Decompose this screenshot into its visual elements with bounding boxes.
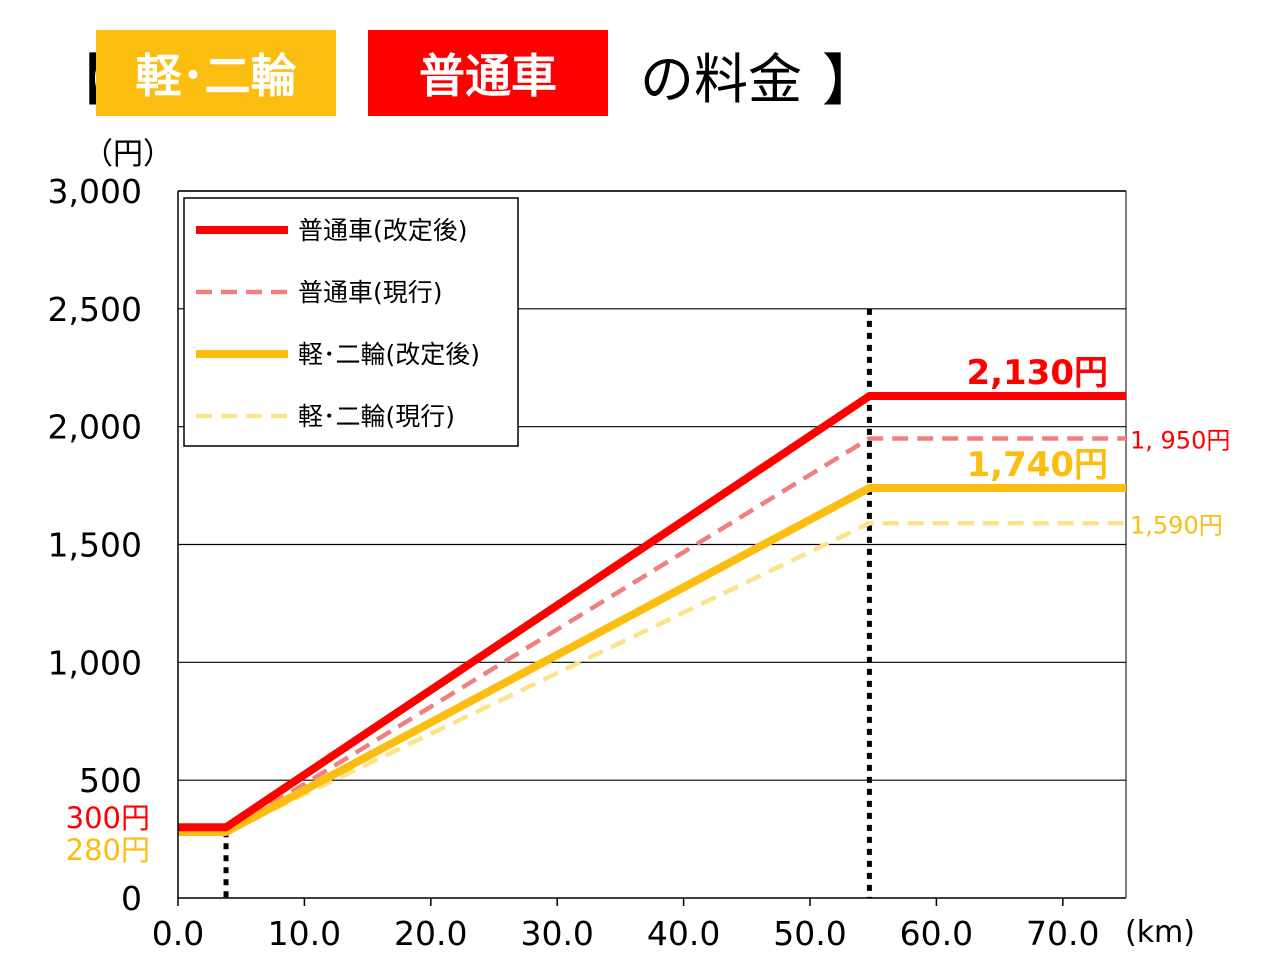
x-tick-label: 60.0 — [900, 914, 973, 953]
legend-entry: 普通車(改定後) — [298, 216, 468, 245]
y-tick-label: 500 — [79, 761, 142, 800]
series-line — [178, 521, 1126, 835]
x-axis-label: (km) — [1125, 915, 1195, 950]
axis-layer: 0 500 1,000 1,500 2,000 2,500 3,000 0.0 10.0 20.0… — [48, 137, 1195, 953]
data-label: 2,130円 — [966, 353, 1108, 393]
x-tick-label: 30.0 — [520, 914, 593, 953]
y-tick-label: 1,000 — [48, 643, 142, 682]
x-tick-label: 40.0 — [647, 914, 720, 953]
chart-header: 【 軽･二輪 普通車 の料金 】 — [0, 0, 1280, 130]
y-tick-label: 0 — [121, 879, 142, 918]
legend-box — [183, 197, 519, 447]
series-line — [178, 436, 1126, 835]
x-tick-label: 50.0 — [773, 914, 846, 953]
futsu-label-box: 普通車 — [368, 30, 608, 116]
x-tick-label: 10.0 — [268, 914, 341, 953]
data-label: 300円 — [66, 801, 150, 835]
series-line — [178, 392, 1126, 832]
legend: 普通車(改定後) 普通車(現行) 軽･二輪(改定後) 軽･二輪(現行) — [183, 197, 519, 447]
y-axis-label: （円） — [83, 137, 173, 172]
data-label: 1, 950円 — [1130, 426, 1230, 454]
x-tick-label: 20.0 — [394, 914, 467, 953]
x-tick-label: 0.0 — [152, 914, 204, 953]
data-label: 280円 — [66, 833, 150, 867]
legend-entry: 軽･二輪(現行) — [298, 402, 455, 431]
data-label: 1,740円 — [966, 445, 1108, 485]
reference-lines — [223, 308, 872, 898]
data-label: 1,590円 — [1130, 511, 1223, 539]
legend-entry: 普通車(現行) — [298, 278, 443, 307]
series-line — [178, 483, 1126, 837]
x-tick-label: 70.0 — [1026, 914, 1099, 953]
series-layer — [178, 392, 1126, 837]
y-tick-label: 1,500 — [48, 526, 142, 565]
kei-nirin-label-box: 軽･二輪 — [96, 30, 336, 116]
title-suffix: の料金 — [640, 48, 802, 111]
legend-entry: 軽･二輪(改定後) — [298, 340, 480, 369]
y-tick-label: 3,000 — [48, 172, 142, 211]
close-bracket: 】 — [822, 49, 878, 114]
y-tick-label: 2,000 — [48, 408, 142, 447]
y-tick-label: 2,500 — [48, 290, 142, 329]
